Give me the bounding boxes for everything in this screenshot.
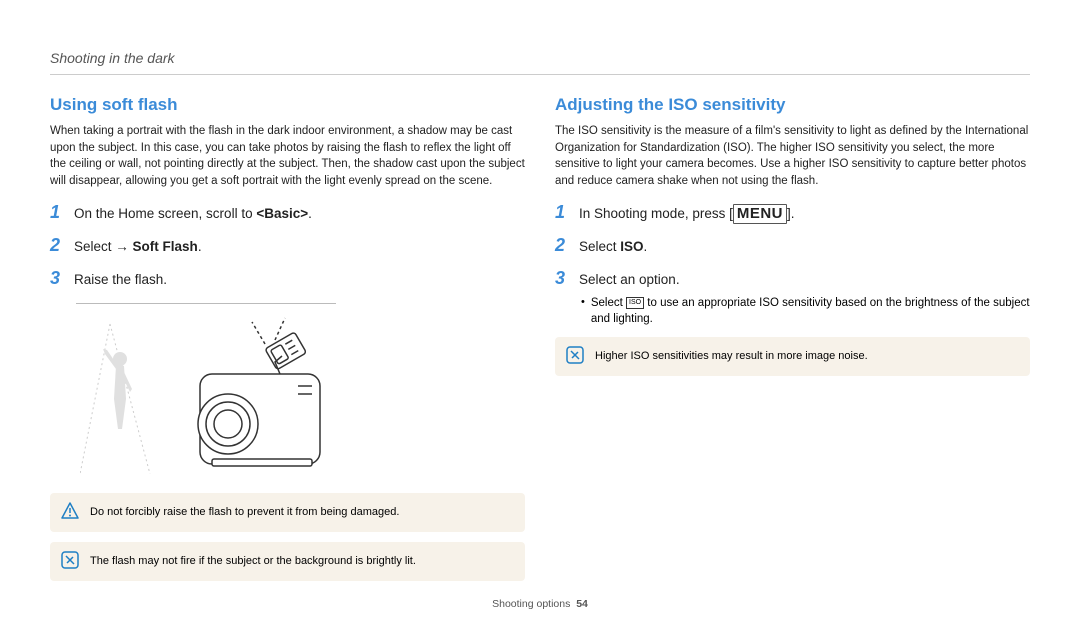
iso-body: The ISO sensitivity is the measure of a … [555,123,1030,190]
iso-auto-icon: ISO [626,297,644,309]
step-text: On the Home screen, scroll to <Basic>. [74,206,525,221]
camera-illustration [80,314,525,479]
info-icon [60,550,80,573]
iso-steps: 1 In Shooting mode, press [MENU]. 2 Sele… [555,202,1030,289]
step-1: 1 In Shooting mode, press [MENU]. [555,202,1030,223]
info-note: The flash may not fire if the subject or… [50,542,525,581]
sub-bullet: • Select ISO to use an appropriate ISO s… [581,295,1030,327]
step-number: 1 [50,202,64,223]
info-note: Higher ISO sensitivities may result in m… [555,337,1030,376]
step-number: 2 [555,235,569,256]
step-text: Raise the flash. [74,272,525,287]
step-number: 2 [50,235,64,256]
step-text: Select → Soft Flash. [74,239,525,254]
step-2: 2 Select ISO. [555,235,1030,256]
info-icon [565,345,585,368]
warning-icon [60,501,80,524]
iso-heading: Adjusting the ISO sensitivity [555,95,1030,115]
step-text: Select an option. [579,272,1030,287]
soft-flash-body: When taking a portrait with the flash in… [50,123,525,190]
menu-icon: MENU [733,204,787,224]
step-text: In Shooting mode, press [MENU]. [579,205,1030,222]
soft-flash-heading: Using soft flash [50,95,525,115]
step-2: 2 Select → Soft Flash. [50,235,525,256]
right-column: Adjusting the ISO sensitivity The ISO se… [555,95,1030,592]
page-footer: Shooting options 54 [50,598,1030,610]
warning-note: Do not forcibly raise the flash to preve… [50,493,525,532]
step-3: 3 Select an option. [555,268,1030,289]
soft-flash-steps: 1 On the Home screen, scroll to <Basic>.… [50,202,525,289]
step-1: 1 On the Home screen, scroll to <Basic>. [50,202,525,223]
info-text: Higher ISO sensitivities may result in m… [595,350,868,362]
step-number: 1 [555,202,569,223]
left-column: Using soft flash When taking a portrait … [50,95,525,592]
divider [76,303,336,304]
info-text: The flash may not fire if the subject or… [90,555,416,567]
warning-text: Do not forcibly raise the flash to preve… [90,506,399,518]
step-number: 3 [555,268,569,289]
step-3: 3 Raise the flash. [50,268,525,289]
breadcrumb: Shooting in the dark [50,50,1030,75]
step-text: Select ISO. [579,239,1030,254]
step-number: 3 [50,268,64,289]
